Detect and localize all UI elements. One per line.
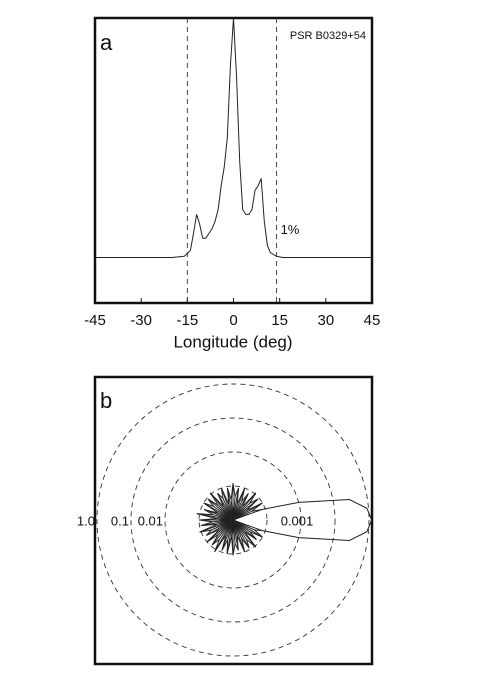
panel-label: b — [100, 388, 112, 413]
polar-spoke — [232, 519, 257, 548]
r-tick-label: 0.001 — [281, 513, 314, 528]
r-tick-label: 0.1 — [111, 513, 129, 528]
x-tick-label: 15 — [271, 312, 288, 329]
r-tick-label: 1.0 — [77, 513, 95, 528]
chart-title: PSR B0329+54 — [290, 30, 366, 42]
grid-circle — [96, 383, 370, 657]
x-tick-label: 45 — [364, 312, 381, 329]
polar-spoke — [232, 519, 263, 531]
polar-spoke — [199, 519, 234, 533]
x-tick-label: -30 — [130, 312, 152, 329]
profile-line — [95, 17, 372, 258]
x-tick-label: 0 — [229, 312, 237, 329]
annotation: 1% — [281, 222, 300, 237]
polar-spoke — [209, 492, 234, 521]
x-tick-label: -45 — [84, 312, 106, 329]
grid-circle — [130, 417, 336, 623]
polar-spoke — [196, 513, 234, 521]
panel-label: a — [100, 30, 113, 55]
polar-spoke — [232, 519, 246, 553]
polar-spoke — [232, 492, 257, 521]
x-tick-label: -15 — [176, 312, 198, 329]
panel-a-frame — [93, 16, 374, 305]
r-tick-label: 0.01 — [138, 513, 163, 528]
x-axis-label: Longitude (deg) — [173, 332, 292, 351]
x-tick-label: 30 — [317, 312, 334, 329]
polar-spoke — [214, 519, 234, 553]
grid-circle — [198, 485, 268, 555]
polar-spoke — [232, 519, 263, 538]
grid-circle — [164, 451, 302, 589]
